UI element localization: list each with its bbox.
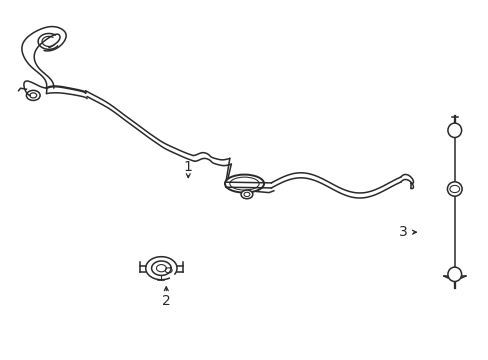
Circle shape xyxy=(241,190,252,199)
Ellipse shape xyxy=(447,123,461,138)
Ellipse shape xyxy=(447,182,461,196)
Text: 2: 2 xyxy=(162,294,170,307)
Text: 3: 3 xyxy=(398,225,407,239)
Ellipse shape xyxy=(224,175,264,193)
Text: 1: 1 xyxy=(183,161,192,174)
Ellipse shape xyxy=(447,267,461,282)
